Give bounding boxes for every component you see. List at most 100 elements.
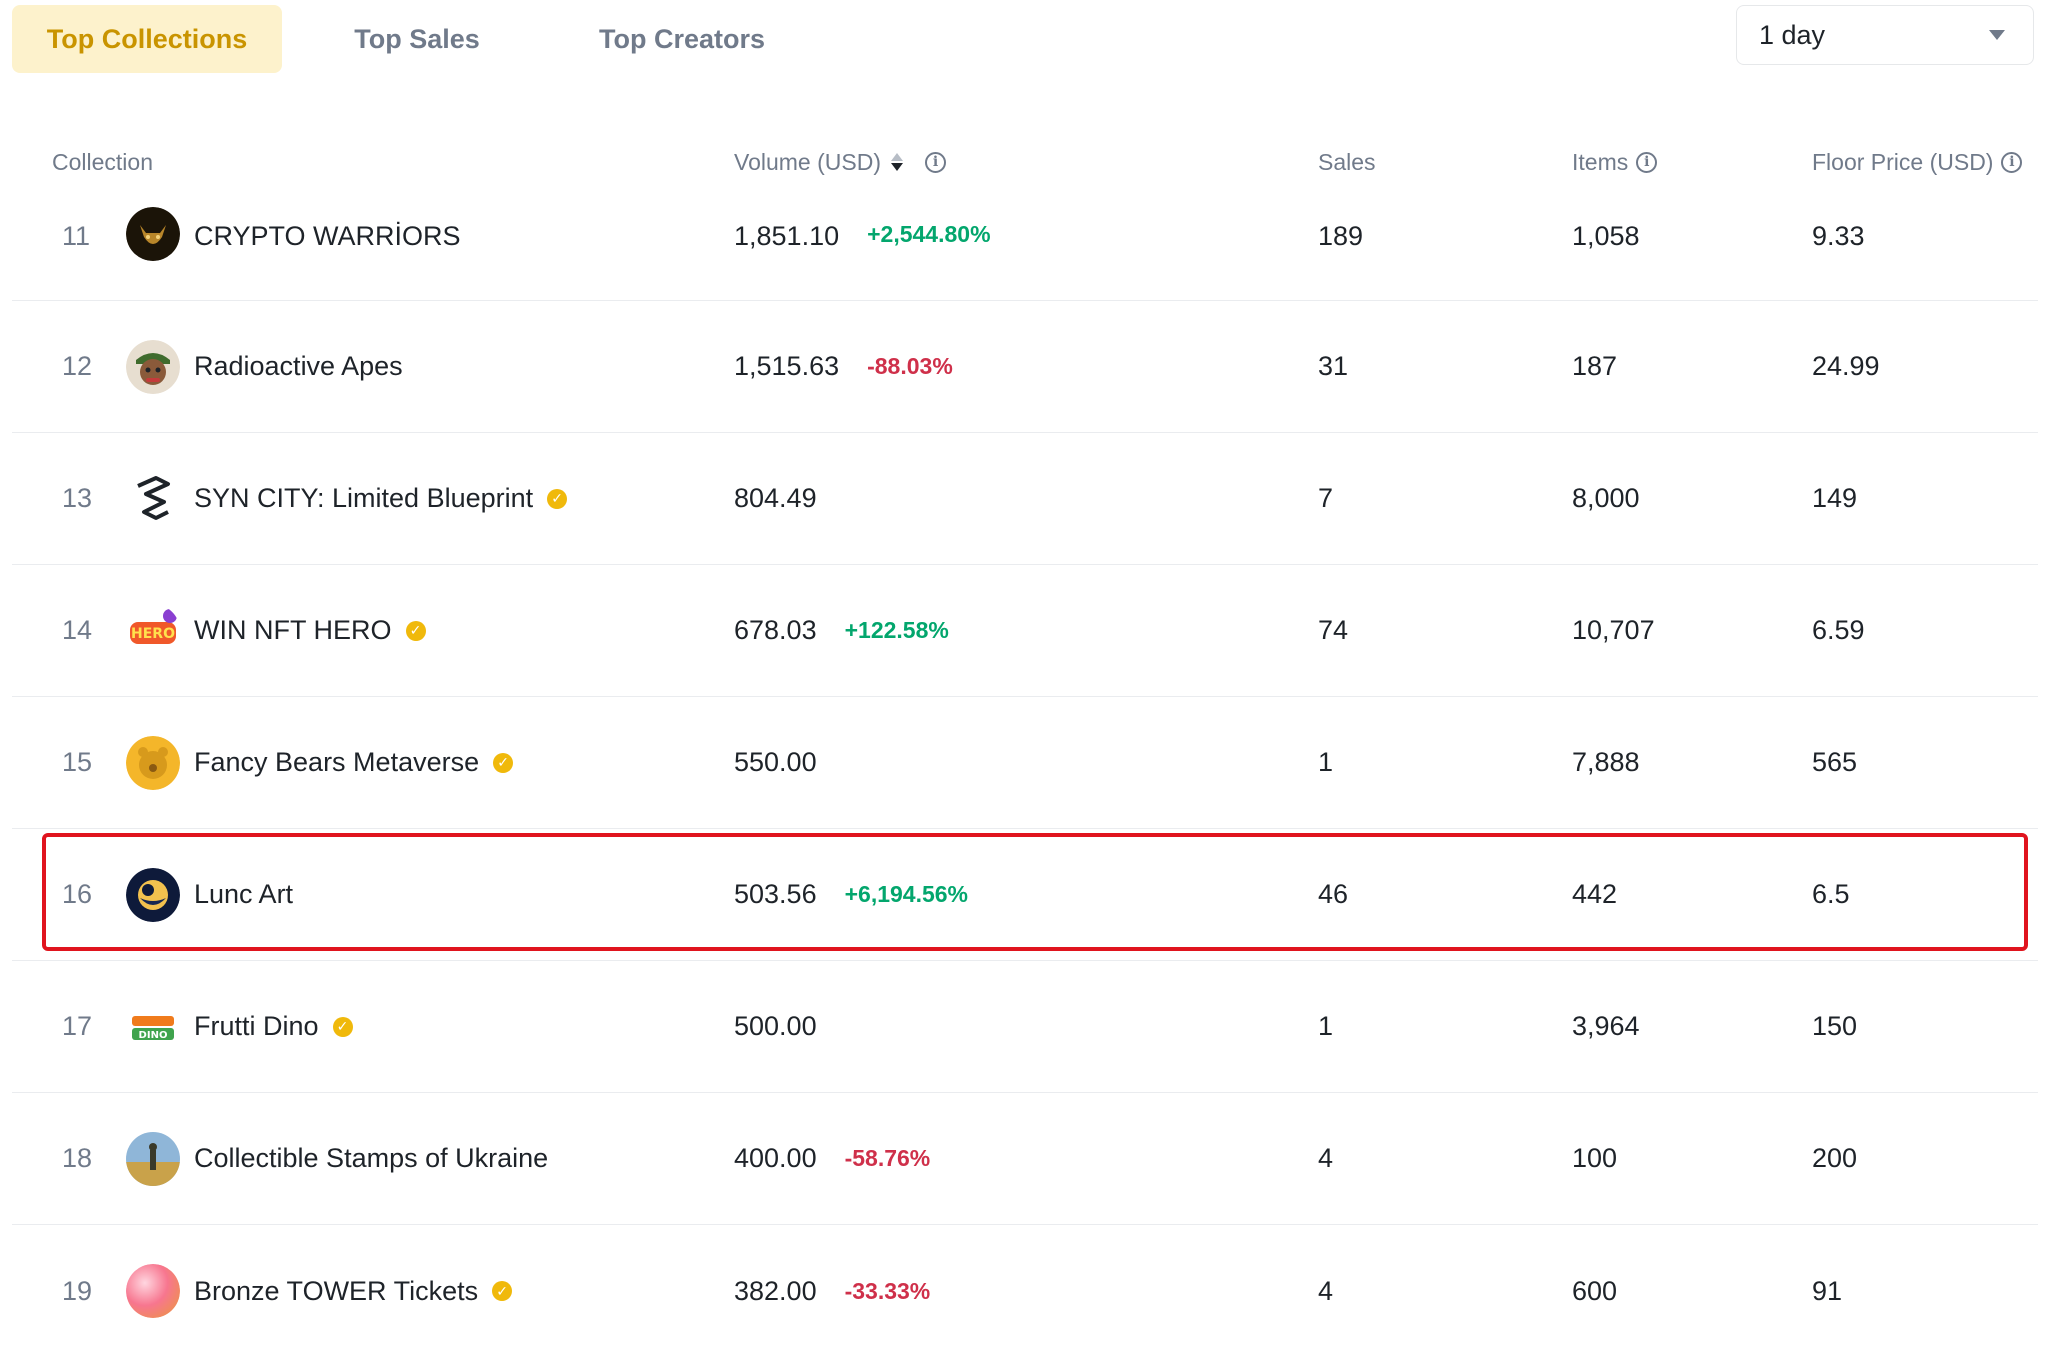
volume: 503.56 +6,194.56% — [734, 829, 968, 960]
volume-value: 550.00 — [734, 747, 817, 777]
column-volume[interactable]: Volume (USD) i — [734, 140, 946, 184]
collection-name-text: Bronze TOWER Tickets — [194, 1275, 479, 1306]
info-icon[interactable]: i — [924, 151, 946, 173]
verified-badge-icon: ✓ — [493, 752, 514, 773]
table-row[interactable]: 18 Collectible Stamps of Ukraine 400.00 … — [12, 1093, 2038, 1225]
rank: 11 — [62, 221, 91, 251]
sales: 4 — [1318, 1143, 1334, 1173]
volume-change: +6,194.56% — [844, 881, 969, 907]
frutti-dino-avatar: DINO — [126, 999, 180, 1054]
sales: 189 — [1318, 221, 1364, 251]
floor-price: 565 — [1812, 747, 1858, 777]
collection-tabs: Top Collections Top Sales Top Creators — [12, 5, 812, 73]
volume: 382.00 -33.33% — [734, 1225, 930, 1357]
volume: 1,851.10 +2,544.80% — [734, 184, 991, 300]
win-nft-hero-avatar: HERO — [126, 603, 180, 658]
column-sales: Sales — [1318, 140, 1376, 184]
floor-price: 6.59 — [1812, 615, 1865, 645]
table-row[interactable]: 15 Fancy Bears Metaverse ✓ 550.00 1 7,88… — [12, 697, 2038, 829]
table-row[interactable]: 17 DINO Frutti Dino ✓ 500.00 1 3,964 150 — [12, 961, 2038, 1093]
table-row[interactable]: 11 CRYPTO WARRİORS 1,851.10 +2,544.80% 1… — [12, 184, 2038, 301]
stamps-ukraine-avatar — [126, 1131, 180, 1186]
info-icon[interactable]: i — [1636, 151, 1658, 173]
rank: 17 — [62, 1011, 93, 1041]
avatar — [126, 697, 180, 828]
floor-price: 91 — [1812, 1275, 1843, 1306]
column-items: Items i — [1572, 140, 1658, 184]
volume-value: 804.49 — [734, 483, 817, 513]
collection-name[interactable]: SYN CITY: Limited Blueprint ✓ — [194, 433, 568, 564]
volume-change: -88.03% — [867, 353, 953, 379]
volume: 400.00 -58.76% — [734, 1093, 930, 1224]
table-row[interactable]: 19 Bronze TOWER Tickets ✓ 382.00 -33.33% — [12, 1225, 2038, 1357]
table-row[interactable]: 14 HERO WIN NFT HERO ✓ 678.03 +122.58% 7… — [12, 565, 2038, 697]
sort-icon[interactable] — [890, 153, 903, 171]
radioactive-apes-avatar — [126, 339, 180, 394]
items: 8,000 — [1572, 483, 1640, 513]
sales: 74 — [1318, 615, 1349, 645]
floor-price: 149 — [1812, 483, 1858, 513]
volume: 804.49 — [734, 433, 817, 564]
sales: 4 — [1318, 1275, 1334, 1306]
collection-name[interactable]: Radioactive Apes — [194, 301, 403, 432]
collections-table: 11 CRYPTO WARRİORS 1,851.10 +2,544.80% 1… — [12, 184, 2038, 1357]
fancy-bears-avatar — [126, 735, 180, 790]
collection-name[interactable]: Fancy Bears Metaverse ✓ — [194, 697, 514, 828]
volume-value: 382.00 — [734, 1275, 817, 1306]
collection-name-text: Frutti Dino — [194, 1011, 319, 1041]
crypto-warriors-avatar — [126, 207, 180, 261]
collection-name[interactable]: CRYPTO WARRİORS — [194, 184, 461, 300]
info-icon[interactable]: i — [2001, 151, 2023, 173]
avatar — [126, 829, 180, 960]
collection-name-text: Radioactive Apes — [194, 351, 403, 381]
tab-top-sales[interactable]: Top Sales — [354, 23, 480, 54]
items: 100 — [1572, 1143, 1618, 1173]
floor-price: 24.99 — [1812, 351, 1880, 381]
volume: 678.03 +122.58% — [734, 565, 949, 696]
tab-top-creators[interactable]: Top Creators — [598, 23, 766, 54]
items: 442 — [1572, 879, 1618, 909]
table-row[interactable]: 16 Lunc Art 503.56 +6,194.56% 46 442 6.5 — [12, 829, 2038, 961]
lunc-art-avatar — [126, 867, 180, 922]
collection-name[interactable]: Collectible Stamps of Ukraine — [194, 1093, 548, 1224]
collection-name[interactable]: Bronze TOWER Tickets ✓ — [194, 1225, 513, 1357]
svg-text:HERO: HERO — [131, 626, 175, 642]
rank: 14 — [62, 615, 93, 645]
column-collection: Collection — [52, 140, 153, 184]
volume-value: 1,851.10 — [734, 221, 840, 251]
volume-value: 678.03 — [734, 615, 817, 645]
collection-name-text: Collectible Stamps of Ukraine — [194, 1143, 549, 1173]
verified-badge-icon: ✓ — [492, 1281, 513, 1301]
collection-name[interactable]: Lunc Art — [194, 829, 293, 960]
sales: 31 — [1318, 351, 1349, 381]
bronze-tower-avatar — [126, 1264, 180, 1318]
verified-badge-icon: ✓ — [332, 1016, 353, 1037]
floor-price: 150 — [1812, 1011, 1858, 1041]
verified-badge-icon: ✓ — [405, 620, 426, 641]
avatar — [126, 1093, 180, 1224]
table-row[interactable]: 13 SYN CITY: Limited Blueprint ✓ 804.49 … — [12, 433, 2038, 565]
rank: 18 — [62, 1143, 93, 1173]
rank: 12 — [62, 351, 93, 381]
avatar — [126, 433, 180, 564]
items: 10,707 — [1572, 615, 1655, 645]
table-row[interactable]: 12 Radioactive Apes 1,515.63 -88.03% 31 … — [12, 301, 2038, 433]
collection-name[interactable]: Frutti Dino ✓ — [194, 961, 353, 1092]
rank: 13 — [62, 483, 93, 513]
table-header: Collection Volume (USD) i Sales Items i … — [0, 140, 2048, 184]
column-floor-price: Floor Price (USD) i — [1812, 140, 2023, 184]
rank: 16 — [62, 879, 93, 909]
column-items-label: Items — [1572, 148, 1629, 175]
column-sales-label: Sales — [1318, 148, 1376, 175]
avatar — [126, 301, 180, 432]
sales: 1 — [1318, 747, 1334, 777]
verified-badge-icon: ✓ — [547, 488, 568, 509]
avatar: DINO — [126, 961, 180, 1092]
volume-value: 503.56 — [734, 879, 817, 909]
collection-name[interactable]: WIN NFT HERO ✓ — [194, 565, 426, 696]
period-select[interactable]: 1 day — [1736, 5, 2034, 65]
syn-city-avatar — [126, 471, 180, 526]
floor-price: 6.5 — [1812, 879, 1850, 909]
tab-top-collections[interactable]: Top Collections — [12, 5, 282, 73]
volume-change: +122.58% — [844, 617, 949, 643]
